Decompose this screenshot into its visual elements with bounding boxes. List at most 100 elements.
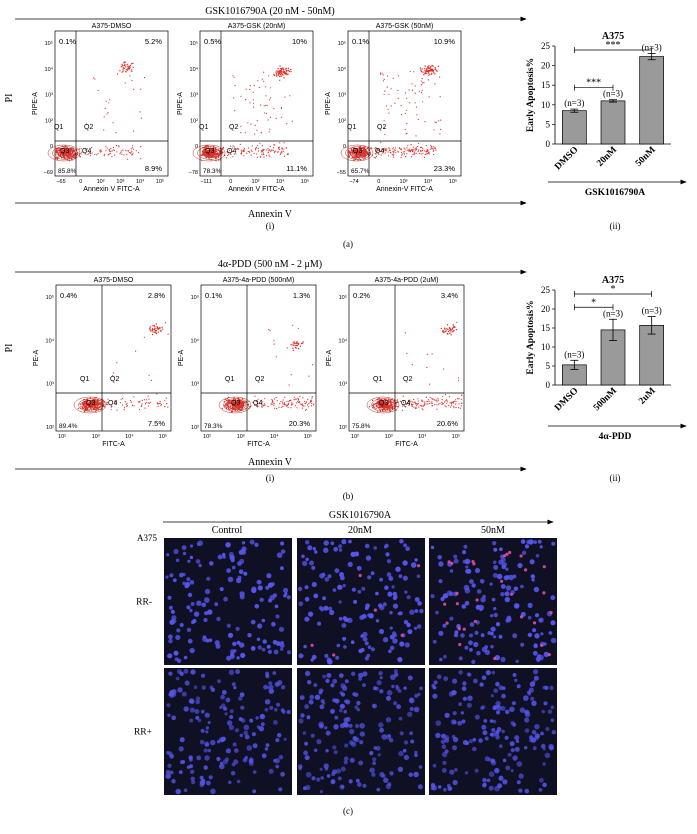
event-dot [308, 403, 310, 405]
cell-nucleus [468, 739, 473, 744]
event-dot [125, 70, 127, 73]
cell-nucleus [443, 787, 447, 792]
event-dot [437, 399, 439, 401]
event-dot [416, 405, 418, 407]
cell-nucleus [359, 731, 365, 737]
cell-nucleus [464, 771, 469, 775]
cell-nucleus [189, 757, 193, 762]
event-dot [149, 326, 152, 328]
event-dot [372, 404, 374, 407]
event-dot [103, 129, 105, 131]
event-dot [235, 153, 237, 155]
event-dot [161, 328, 164, 330]
event-dot [296, 341, 299, 343]
cell-nucleus [332, 678, 338, 684]
event-dot [221, 407, 223, 410]
event-dot [124, 401, 127, 403]
cell-nucleus [331, 772, 336, 777]
event-dot [380, 154, 382, 156]
cell-nucleus [275, 738, 280, 743]
cell-nucleus [492, 573, 498, 578]
event-dot [124, 61, 127, 63]
event-dot [296, 345, 298, 347]
cell-nucleus [496, 727, 502, 732]
event-dots [199, 65, 293, 162]
event-dot [268, 329, 270, 331]
event-dot [237, 148, 239, 150]
cell-nucleus [453, 558, 459, 564]
event-dot [460, 405, 462, 407]
xtick-label: 10³ [400, 179, 408, 185]
xtick-label: 10³ [237, 434, 245, 440]
cell-nucleus [200, 709, 205, 714]
cell-nucleus [386, 690, 393, 696]
cell-nucleus [430, 545, 435, 550]
apoptotic-cell [417, 564, 421, 568]
event-dot [240, 132, 242, 134]
cell-nucleus [221, 690, 227, 695]
event-dot [430, 70, 432, 72]
event-dot [105, 100, 107, 102]
cell-nucleus [272, 640, 278, 645]
event-dot [456, 321, 458, 323]
cell-nucleus [368, 613, 374, 619]
bar-50nM [639, 56, 665, 145]
event-dot [310, 405, 312, 407]
event-dot [129, 64, 132, 67]
cell-nucleus [259, 597, 264, 602]
cell-nucleus [257, 580, 262, 585]
event-dot [98, 400, 100, 402]
event-dot [248, 151, 251, 153]
cell-nucleus [317, 621, 322, 626]
event-dot [273, 343, 275, 345]
event-dot [274, 74, 276, 77]
event-dot [120, 398, 122, 400]
event-dot [389, 150, 391, 152]
cell-nucleus [542, 762, 546, 766]
event-dot [415, 147, 417, 149]
event-dot [246, 152, 248, 154]
cell-nucleus [517, 562, 523, 569]
event-dot [416, 145, 419, 148]
event-dot [292, 342, 294, 344]
event-dot [380, 73, 382, 75]
event-dot [285, 147, 287, 149]
event-dot [151, 333, 154, 336]
cell-nucleus [540, 731, 544, 736]
event-dot [105, 150, 107, 152]
sig-label: *** [606, 40, 621, 51]
event-dot [392, 154, 394, 156]
cell-nucleus [493, 607, 497, 611]
cell-nucleus [430, 594, 435, 599]
cell-nucleus [550, 705, 555, 710]
cell-nucleus [251, 732, 256, 737]
cell-nucleus [452, 711, 457, 716]
event-dot [88, 153, 90, 155]
event-dot [167, 406, 169, 408]
event-dot [408, 148, 410, 150]
cell-nucleus [239, 642, 245, 648]
event-dot [420, 80, 422, 82]
event-dot [300, 403, 302, 405]
plot-title: A375-GSK (50nM) [376, 23, 434, 30]
cell-nucleus [436, 674, 442, 680]
cell-nucleus [298, 764, 303, 769]
cell-nucleus [257, 645, 262, 650]
cell-nucleus [500, 554, 505, 559]
event-dot [230, 145, 232, 147]
cell-nucleus [192, 618, 197, 624]
event-dot [131, 79, 133, 82]
cell-nucleus [280, 541, 285, 546]
event-dot [263, 153, 265, 156]
event-dot [425, 151, 427, 153]
event-dot [428, 74, 430, 76]
event-dot [277, 68, 279, 70]
event-dot [428, 383, 431, 385]
contour-line [345, 146, 371, 160]
event-dot [61, 155, 63, 157]
cell-nucleus [458, 702, 462, 706]
event-dot [100, 151, 102, 153]
event-dot [112, 375, 114, 377]
event-dot [279, 403, 281, 405]
event-dot [440, 327, 442, 330]
